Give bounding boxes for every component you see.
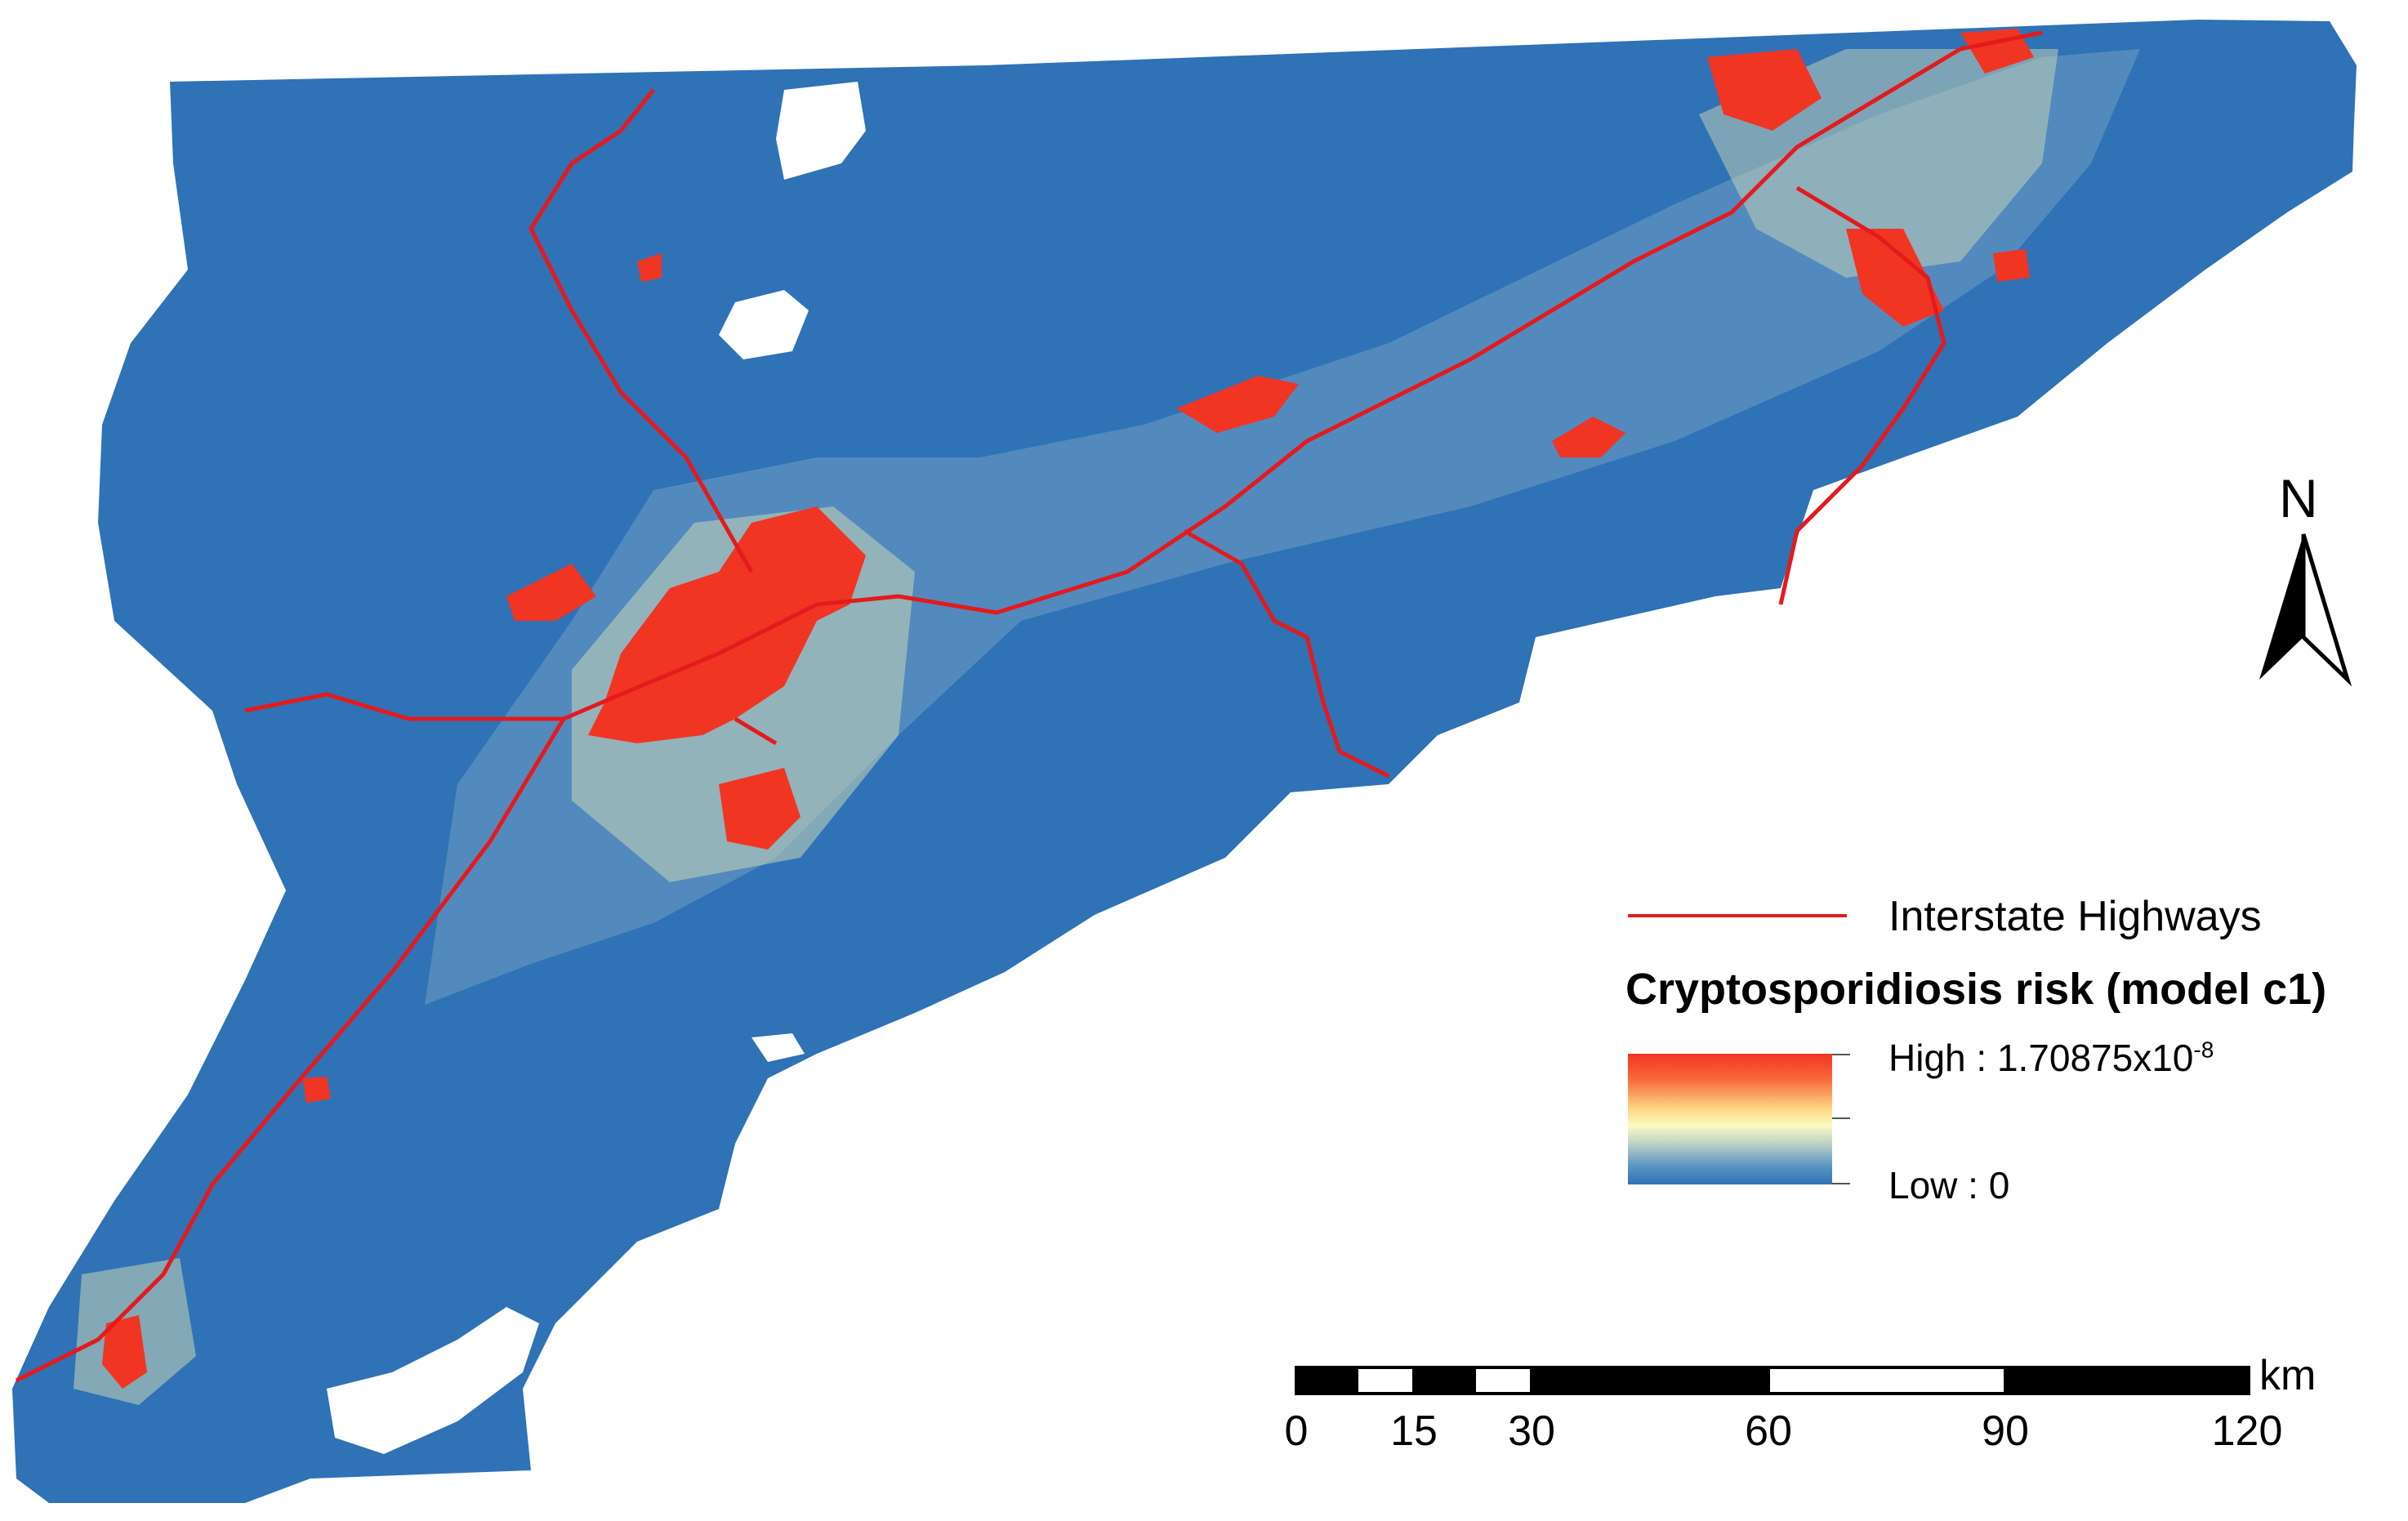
high-risk-north-town <box>637 253 662 282</box>
scale-seg-2 <box>1355 1366 1416 1395</box>
north-arrow-icon <box>2259 533 2352 686</box>
risk-color-ramp <box>1628 1054 1832 1184</box>
scale-label-60: 60 <box>1745 1407 1792 1455</box>
scale-seg-6 <box>1767 1366 2007 1395</box>
scale-label-120: 120 <box>2211 1407 2283 1455</box>
ramp-low-label: Low : 0 <box>1888 1164 2010 1207</box>
white-hole-2 <box>719 290 809 359</box>
highway-legend-label: Interstate Highways <box>1888 893 2262 940</box>
high-risk-east-city <box>1846 229 1944 327</box>
ramp-high-text: High : 1.70875x10 <box>1888 1037 2194 1079</box>
white-hole-4 <box>751 1033 805 1062</box>
high-risk-northeast-city <box>1707 49 1822 131</box>
scale-unit: km <box>2259 1352 2317 1399</box>
high-risk-mid-cluster-2 <box>1552 417 1625 457</box>
high-risk-south-cluster <box>719 768 800 850</box>
interstate-highways <box>15 30 2043 1383</box>
white-hole-3 <box>327 1307 539 1454</box>
ramp-tick-low <box>1832 1183 1850 1184</box>
legend-title: Cryptosporidiosis risk (model c1) <box>1625 965 2327 1014</box>
study-area <box>12 20 2357 1503</box>
highway-south-spur <box>1183 529 1390 778</box>
highway-legend-line <box>1628 914 1847 917</box>
ramp-tick-mid <box>1832 1117 1850 1119</box>
highway-east-spur <box>1778 185 1946 605</box>
scale-seg-4 <box>1473 1366 1533 1395</box>
scale-label-15: 15 <box>1390 1407 1438 1455</box>
high-risk-central-city <box>588 506 866 743</box>
highway-north-spur <box>528 88 754 573</box>
high-risk-small-town <box>302 1077 331 1103</box>
white-hole-1 <box>776 82 866 180</box>
high-risk-sw-town <box>102 1315 147 1389</box>
scale-seg-3 <box>1412 1366 1476 1395</box>
highway-west-spur <box>244 692 564 721</box>
scale-seg-7 <box>2004 1366 2250 1395</box>
ramp-high-exponent: -8 <box>2193 1037 2214 1063</box>
highway-south-link <box>734 716 778 746</box>
scale-seg-5 <box>1530 1366 1770 1395</box>
highway-i81 <box>15 30 2043 1383</box>
high-risk-east-town <box>1993 249 2030 282</box>
north-arrow-letter: N <box>2279 468 2318 529</box>
high-risk-mid-cluster <box>1176 376 1299 433</box>
scale-label-90: 90 <box>1982 1407 2029 1455</box>
high-risk-west-cluster <box>506 564 596 621</box>
ramp-high-label: High : 1.70875x10-8 <box>1888 1036 2214 1080</box>
scale-label-30: 30 <box>1508 1407 1555 1455</box>
scale-seg-1 <box>1295 1366 1358 1395</box>
ramp-tick-high <box>1832 1054 1850 1055</box>
scale-label-0: 0 <box>1284 1407 1309 1455</box>
